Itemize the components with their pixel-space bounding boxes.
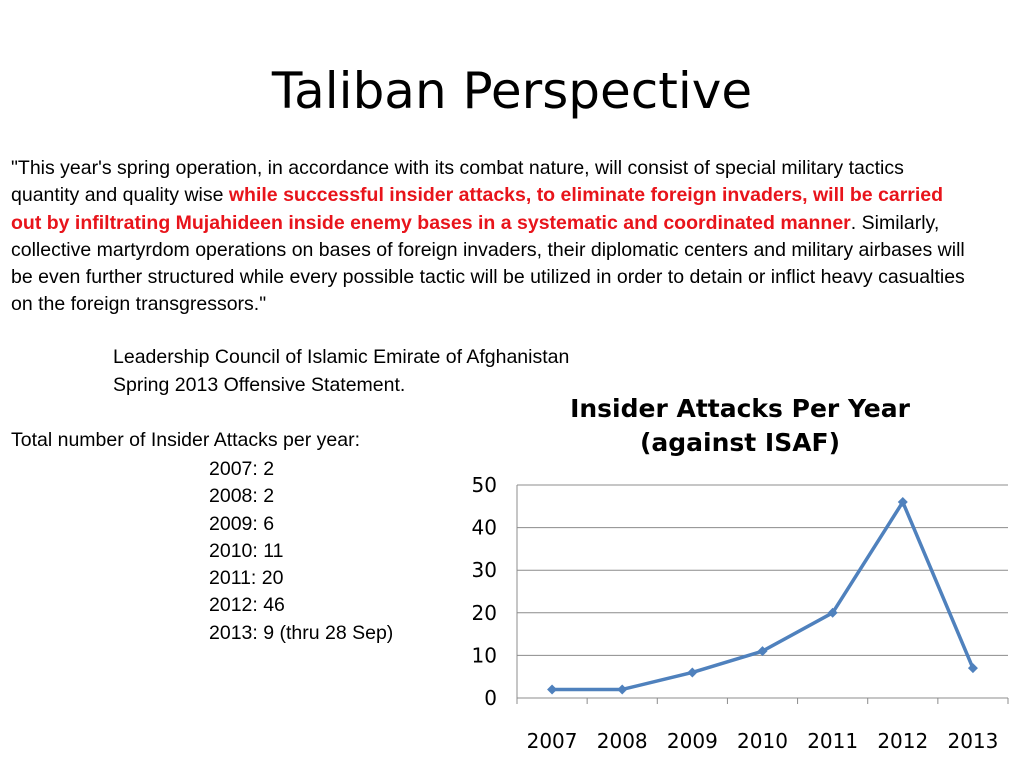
y-tick-label: 30 — [472, 558, 497, 582]
y-tick-label: 50 — [472, 473, 497, 497]
data-point-marker — [617, 684, 628, 695]
list-item: 2007: 2 — [209, 458, 275, 480]
x-tick-label: 2012 — [877, 729, 928, 753]
totals-label: Total number of Insider Attacks per year… — [11, 429, 361, 451]
attribution-line-1: Leadership Council of Islamic Emirate of… — [113, 346, 570, 368]
list-item: 2013: 9 (thru 28 Sep) — [209, 621, 394, 644]
data-point-marker — [897, 497, 908, 508]
list-item: 2010: 11 — [209, 539, 284, 562]
quote-text-start: "This year's spring operation, in accord… — [11, 157, 904, 207]
x-tick-label: 2007 — [527, 729, 578, 753]
yearly-totals-list: 2007: 2 2008: 2 2009: 6 2010: 11 2011: 2… — [209, 456, 393, 647]
slide-title: Taliban Perspective — [271, 62, 753, 120]
x-tick-label: 2013 — [947, 729, 998, 753]
y-tick-label: 40 — [472, 516, 497, 540]
data-point-marker — [967, 663, 978, 674]
quote-highlight: while successful insider attacks, to eli… — [11, 184, 944, 234]
series-line — [552, 500, 975, 692]
quote-paragraph: "This year's spring operation, in accord… — [11, 155, 971, 319]
list-item: 2011: 20 — [209, 567, 284, 590]
line-chart: 0 10 20 30 40 50 2007 2008 2009 2010 2011 2012 2013 — [472, 473, 1009, 753]
chart-title: Insider Attacks Per Year (against ISAF) — [530, 392, 950, 460]
list-item: 2009: 6 — [209, 512, 275, 535]
list-item: 2008: 2 — [209, 485, 275, 508]
data-point-marker — [547, 684, 558, 695]
attribution-line-2: Spring 2013 Offensive Statement. — [113, 374, 406, 396]
y-tick-label: 20 — [472, 601, 497, 625]
x-tick-label: 2008 — [597, 729, 648, 753]
y-tick-label: 0 — [484, 686, 497, 710]
quote-text-end: . Similarly, collective martyrdom operat… — [11, 211, 965, 316]
x-tick-label: 2011 — [807, 729, 858, 753]
y-tick-label: 10 — [472, 643, 497, 667]
data-point-marker — [687, 667, 698, 678]
data-point-marker — [827, 607, 838, 618]
x-tick-label: 2009 — [667, 729, 718, 753]
chart-title-line-1: Insider Attacks Per Year — [570, 394, 910, 423]
x-tick-label: 2010 — [737, 729, 788, 753]
list-item: 2012: 46 — [209, 594, 285, 617]
chart-title-line-2: (against ISAF) — [639, 428, 841, 457]
data-point-marker — [757, 646, 768, 657]
